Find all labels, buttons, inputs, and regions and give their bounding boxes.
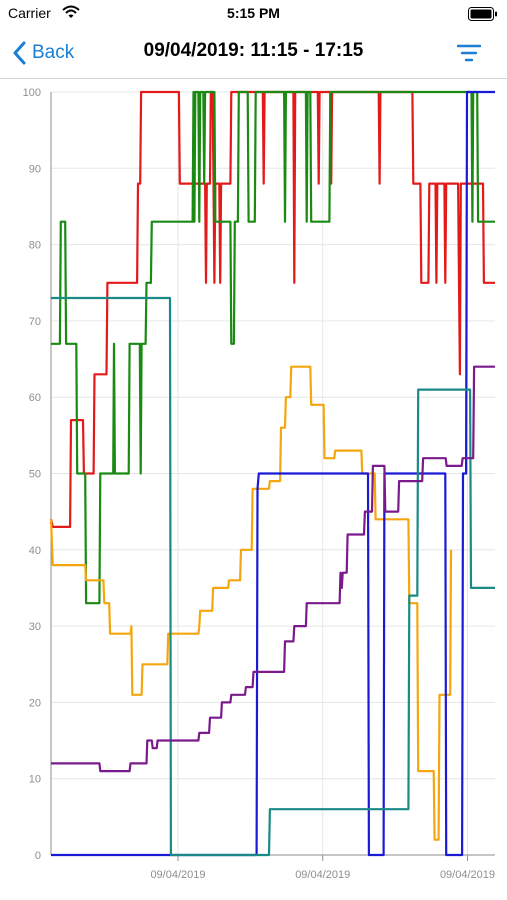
status-bar: Carrier 5:15 PM <box>0 0 507 28</box>
y-tick-label: 70 <box>29 316 41 328</box>
x-tick-label: 09/04/2019 <box>440 869 495 881</box>
navigation-bar: Back 09/04/2019: 11:15 - 17:15 <box>0 28 507 79</box>
x-tick-label: 09/04/2019 <box>295 869 350 881</box>
y-tick-label: 30 <box>29 621 41 633</box>
y-tick-label: 20 <box>29 697 41 709</box>
y-tick-label: 100 <box>23 87 41 99</box>
y-tick-label: 60 <box>29 392 41 404</box>
chart-tick-labels: 0 10 20 30 40 50 60 70 80 90 100 09/04/2019 09/04/20… <box>23 87 495 881</box>
series-line-3 <box>49 365 453 841</box>
filter-icon[interactable] <box>457 42 481 64</box>
chart-series <box>49 90 495 857</box>
y-tick-label: 40 <box>29 545 41 557</box>
y-tick-label: 10 <box>29 774 41 786</box>
battery-icon <box>468 7 497 21</box>
series-line-1 <box>49 90 495 528</box>
series-line-6 <box>51 365 495 773</box>
chevron-left-icon <box>13 41 26 65</box>
back-button[interactable]: Back <box>12 36 74 70</box>
wifi-icon <box>62 5 80 18</box>
y-tick-label: 0 <box>35 850 41 862</box>
series-line-2 <box>51 90 495 605</box>
x-tick-label: 09/04/2019 <box>150 869 205 881</box>
y-tick-label: 90 <box>29 163 41 175</box>
carrier-label: Carrier <box>8 5 51 21</box>
page-title: 09/04/2019: 11:15 - 17:15 <box>143 40 364 61</box>
y-tick-label: 50 <box>29 469 41 481</box>
line-chart: 0 10 20 30 40 50 60 70 80 90 100 09/04/2019 09/04/20… <box>23 87 495 881</box>
y-tick-label: 80 <box>29 240 41 252</box>
back-button-label: Back <box>32 42 75 63</box>
series-line-5 <box>51 296 495 857</box>
status-time: 5:15 PM <box>227 5 280 21</box>
